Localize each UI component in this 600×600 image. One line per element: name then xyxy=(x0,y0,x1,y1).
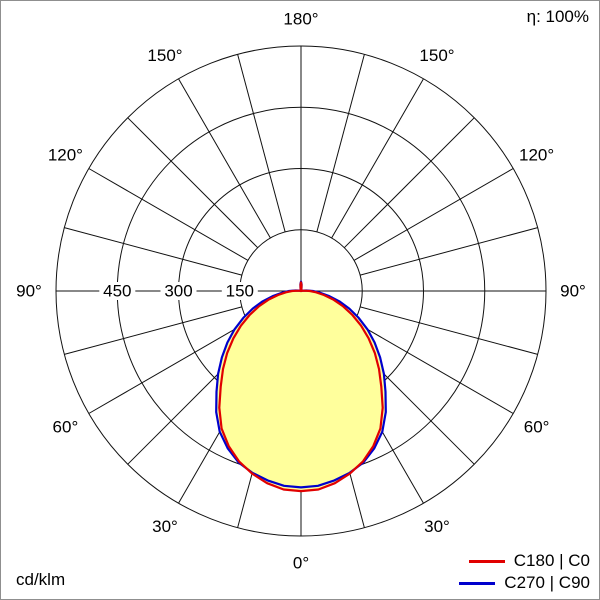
radial-label: 150 xyxy=(226,282,254,301)
grid-spoke xyxy=(88,168,249,261)
radial-label: 450 xyxy=(103,282,131,301)
grid-spoke xyxy=(237,54,286,232)
legend-entry-c270-c90: C270 | C90 xyxy=(459,572,590,594)
grid-spoke xyxy=(360,227,538,276)
angle-label: 180° xyxy=(283,10,318,29)
grid-spoke xyxy=(353,168,514,261)
angle-label: 60° xyxy=(524,418,550,437)
legend-label-c180-c0: C180 | C0 xyxy=(513,551,590,570)
angle-label: 0° xyxy=(293,554,309,573)
legend-label-c270-c90: C270 | C90 xyxy=(504,573,590,592)
grid-spoke xyxy=(343,117,475,249)
grid-spoke xyxy=(64,227,242,276)
radial-label-bg xyxy=(221,282,258,300)
efficiency-label: η: 100% xyxy=(526,7,589,26)
grid-spoke xyxy=(64,306,242,355)
angle-label: 90° xyxy=(560,282,586,301)
units-label: cd/klm xyxy=(16,570,66,590)
radial-label: 300 xyxy=(164,282,192,301)
beam-fill xyxy=(216,281,386,488)
legend: C180 | C0 C270 | C90 xyxy=(459,550,590,594)
curve-c180-c0 xyxy=(218,281,384,493)
angle-label: 150° xyxy=(419,46,454,65)
grid-spoke xyxy=(127,117,259,249)
grid-spoke xyxy=(88,321,249,414)
grid-spoke xyxy=(331,78,424,239)
grid-spoke xyxy=(178,78,271,239)
angle-label: 150° xyxy=(147,46,182,65)
angle-label: 90° xyxy=(16,282,42,301)
red-curve-swatch-icon xyxy=(468,559,505,563)
angle-label: 30° xyxy=(152,517,178,536)
angle-label: 30° xyxy=(424,517,450,536)
radial-label-bg xyxy=(99,282,136,300)
angle-label: 120° xyxy=(519,146,554,165)
grid-spoke xyxy=(353,321,514,414)
radial-label-bg xyxy=(160,282,197,300)
blue-curve-swatch-icon xyxy=(459,581,496,585)
grid-spoke xyxy=(360,306,538,355)
angle-label: 60° xyxy=(53,418,79,437)
angle-label: 120° xyxy=(48,146,83,165)
curve-c270-c90 xyxy=(215,280,387,489)
grid-spoke xyxy=(316,54,365,232)
legend-entry-c180-c0: C180 | C0 xyxy=(459,550,590,572)
